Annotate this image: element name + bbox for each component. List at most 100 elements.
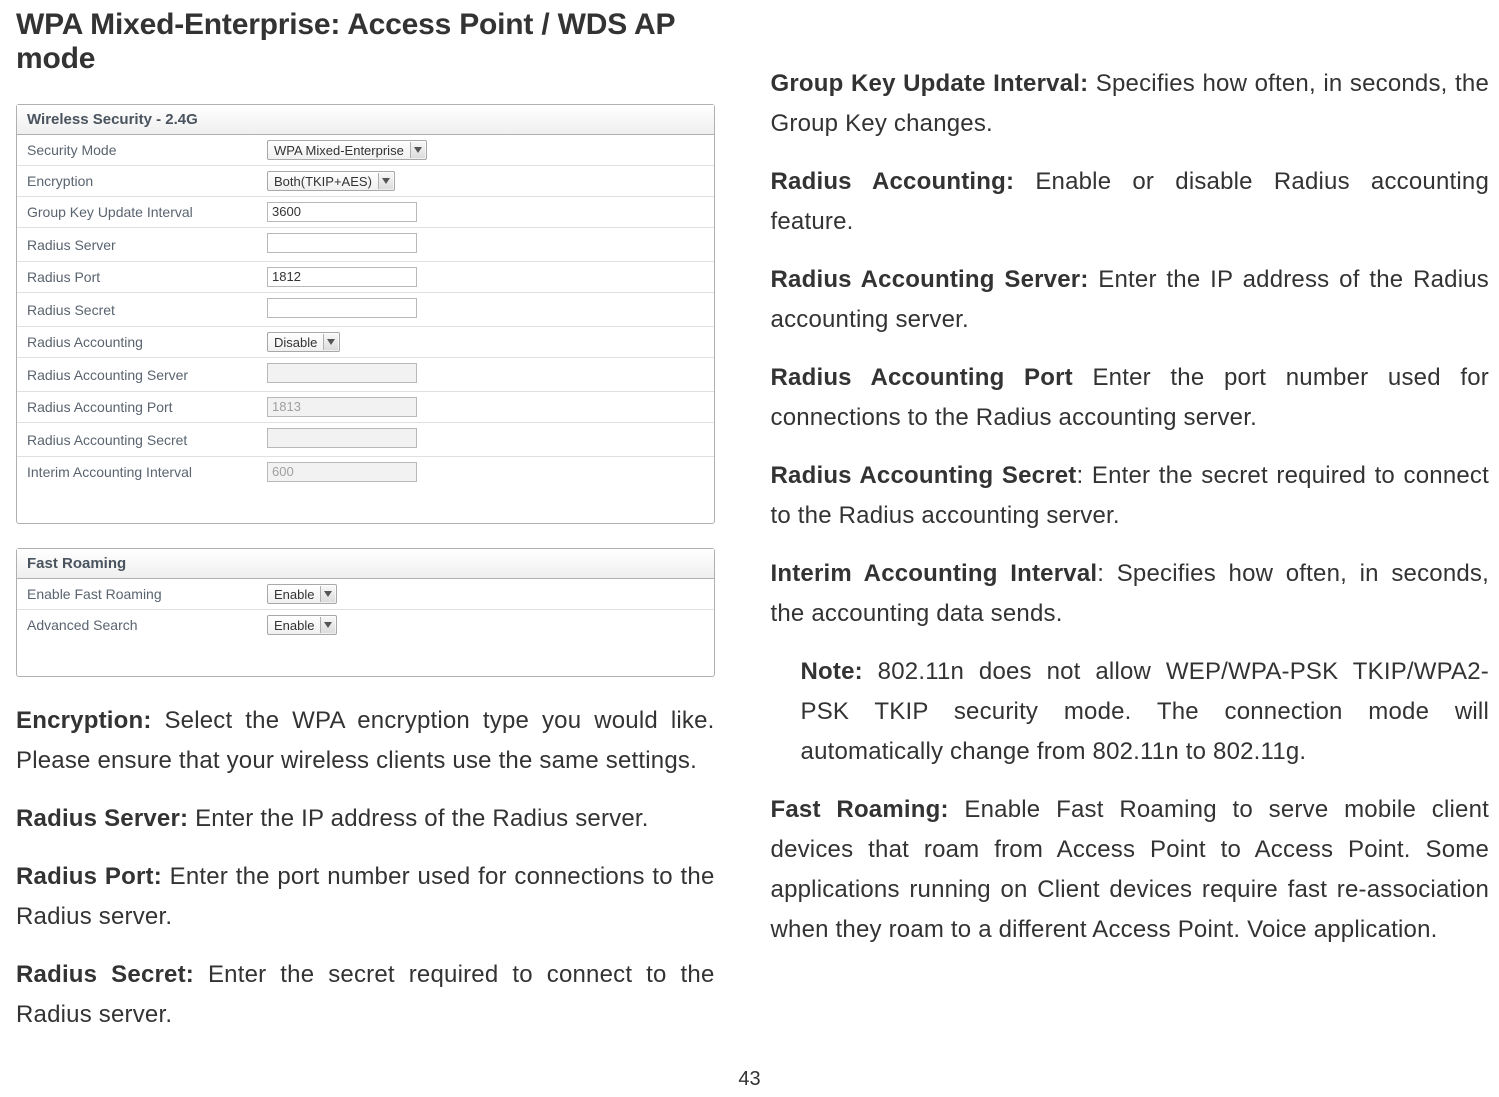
- field-desc: Enter the IP address of the Radius serve…: [188, 805, 648, 832]
- setting-label: Radius Accounting Secret: [17, 423, 257, 457]
- field-name: Radius Accounting Server:: [771, 266, 1089, 293]
- text-input[interactable]: [267, 233, 417, 253]
- table-row: Advanced Search Enable: [17, 610, 714, 641]
- chevron-down-icon: [323, 334, 338, 350]
- field-name: Interim Accounting Interval: [771, 560, 1098, 587]
- setting-label: Radius Server: [17, 228, 257, 262]
- chevron-down-icon: [378, 173, 393, 189]
- dropdown-value: Enable: [274, 587, 314, 602]
- chevron-down-icon: [320, 617, 335, 633]
- text-input: 1813: [267, 397, 417, 417]
- paragraph: Radius Accounting Server: Enter the IP a…: [771, 260, 1489, 340]
- dropdown[interactable]: Enable: [267, 615, 337, 635]
- setting-label: Interim Accounting Interval: [17, 457, 257, 488]
- note-text: 802.11n does not allow WEP/WPA-PSK TKIP/…: [801, 658, 1489, 765]
- text-input: [267, 428, 417, 448]
- text-input[interactable]: 1812: [267, 267, 417, 287]
- setting-value-cell: 3600: [257, 197, 714, 228]
- right-column: Group Key Update Interval: Specifies how…: [771, 8, 1489, 1053]
- field-name: Radius Accounting Port: [771, 364, 1073, 391]
- setting-label: Radius Secret: [17, 293, 257, 327]
- text-input: [267, 363, 417, 383]
- field-name: Radius Accounting:: [771, 168, 1015, 195]
- dropdown[interactable]: Disable: [267, 332, 340, 352]
- field-name: Radius Secret:: [16, 961, 194, 988]
- dropdown-value: WPA Mixed-Enterprise: [274, 143, 404, 158]
- paragraph: Radius Port: Enter the port number used …: [16, 857, 715, 937]
- setting-label: Enable Fast Roaming: [17, 579, 257, 610]
- dropdown-value: Enable: [274, 618, 314, 633]
- wireless-security-panel: Wireless Security - 2.4G Security Mode WP…: [16, 104, 715, 524]
- field-name: Fast Roaming:: [771, 796, 949, 823]
- panel-footer: [17, 487, 714, 523]
- security-table: Security Mode WPA Mixed-Enterprise Encrypt…: [17, 135, 714, 487]
- setting-value-cell: 1813: [257, 392, 714, 423]
- setting-label: Radius Port: [17, 262, 257, 293]
- setting-value-cell: 1812: [257, 262, 714, 293]
- panel-header: Fast Roaming: [17, 549, 714, 579]
- table-row: Interim Accounting Interval 600: [17, 457, 714, 488]
- paragraph: Fast Roaming: Enable Fast Roaming to ser…: [771, 790, 1489, 950]
- panel-footer: [17, 640, 714, 676]
- text-input[interactable]: 3600: [267, 202, 417, 222]
- table-row: Radius Server: [17, 228, 714, 262]
- paragraph: Group Key Update Interval: Specifies how…: [771, 64, 1489, 144]
- text-input: 600: [267, 462, 417, 482]
- table-row: Encryption Both(TKIP+AES): [17, 166, 714, 197]
- page-number: 43: [0, 1068, 1499, 1091]
- text-input[interactable]: [267, 298, 417, 318]
- field-name: Group Key Update Interval:: [771, 70, 1089, 97]
- panel-header: Wireless Security - 2.4G: [17, 105, 714, 135]
- table-row: Security Mode WPA Mixed-Enterprise: [17, 135, 714, 166]
- paragraph: Radius Server: Enter the IP address of t…: [16, 799, 715, 839]
- table-row: Radius Secret: [17, 293, 714, 327]
- dropdown-value: Disable: [274, 335, 317, 350]
- note-label: Note:: [801, 658, 863, 685]
- table-row: Group Key Update Interval 3600: [17, 197, 714, 228]
- setting-value-cell: Both(TKIP+AES): [257, 166, 714, 197]
- setting-label: Advanced Search: [17, 610, 257, 641]
- setting-value-cell: [257, 293, 714, 327]
- note-paragraph: Note: 802.11n does not allow WEP/WPA-PSK…: [801, 652, 1489, 772]
- roaming-table: Enable Fast RoamingEnableAdvanced Search…: [17, 579, 714, 640]
- table-row: Radius Accounting Server: [17, 358, 714, 392]
- table-row: Radius Port 1812: [17, 262, 714, 293]
- setting-value-cell: [257, 358, 714, 392]
- setting-value-cell: [257, 228, 714, 262]
- page-title: WPA Mixed-Enterprise: Access Point / WDS…: [16, 8, 715, 76]
- field-name: Radius Accounting Secret: [771, 462, 1077, 489]
- table-row: Radius Accounting Disable: [17, 327, 714, 358]
- field-name: Radius Server:: [16, 805, 188, 832]
- dropdown[interactable]: Enable: [267, 584, 337, 604]
- paragraph: Radius Accounting: Enable or disable Rad…: [771, 162, 1489, 242]
- paragraph: Radius Accounting Port Enter the port nu…: [771, 358, 1489, 438]
- table-row: Radius Accounting Secret: [17, 423, 714, 457]
- setting-label: Group Key Update Interval: [17, 197, 257, 228]
- dropdown-value: Both(TKIP+AES): [274, 174, 372, 189]
- setting-value-cell: Disable: [257, 327, 714, 358]
- setting-label: Radius Accounting Server: [17, 358, 257, 392]
- paragraph: Interim Accounting Interval: Specifies h…: [771, 554, 1489, 634]
- setting-value-cell: [257, 423, 714, 457]
- paragraph: Radius Accounting Secret: Enter the secr…: [771, 456, 1489, 536]
- paragraph: Radius Secret: Enter the secret required…: [16, 955, 715, 1035]
- setting-value-cell: Enable: [257, 610, 714, 641]
- setting-value-cell: WPA Mixed-Enterprise: [257, 135, 714, 166]
- paragraph: Encryption: Select the WPA encryption ty…: [16, 701, 715, 781]
- field-name: Radius Port:: [16, 863, 162, 890]
- setting-value-cell: Enable: [257, 579, 714, 610]
- dropdown[interactable]: Both(TKIP+AES): [267, 171, 395, 191]
- left-column: WPA Mixed-Enterprise: Access Point / WDS…: [16, 8, 715, 1053]
- setting-label: Security Mode: [17, 135, 257, 166]
- chevron-down-icon: [320, 586, 335, 602]
- field-name: Encryption:: [16, 707, 152, 734]
- fast-roaming-panel: Fast Roaming Enable Fast RoamingEnableAd…: [16, 548, 715, 677]
- setting-label: Radius Accounting: [17, 327, 257, 358]
- setting-label: Radius Accounting Port: [17, 392, 257, 423]
- dropdown[interactable]: WPA Mixed-Enterprise: [267, 140, 427, 160]
- setting-label: Encryption: [17, 166, 257, 197]
- table-row: Enable Fast Roaming Enable: [17, 579, 714, 610]
- table-row: Radius Accounting Port 1813: [17, 392, 714, 423]
- setting-value-cell: 600: [257, 457, 714, 488]
- chevron-down-icon: [410, 142, 425, 158]
